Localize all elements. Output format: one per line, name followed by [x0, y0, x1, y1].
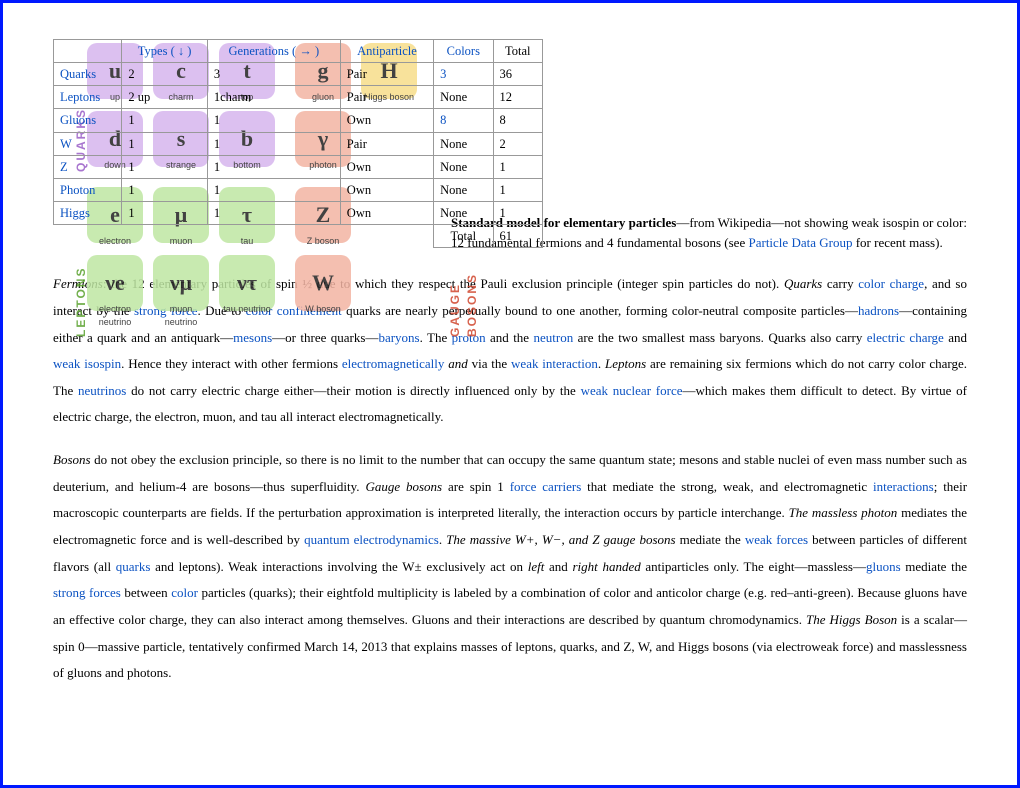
table-row: W11PairNone2	[54, 132, 543, 155]
row-total: 1	[493, 201, 542, 224]
pdg-link[interactable]: Particle Data Group	[748, 235, 852, 250]
row-name-link[interactable]: Photon	[60, 183, 95, 197]
row-name-link[interactable]: Gluons	[60, 113, 96, 127]
row-types: 2 up	[122, 86, 208, 109]
row-types: 1	[122, 109, 208, 132]
interactions-link[interactable]: interactions	[873, 479, 934, 494]
sm-tile: νμmuon neutrino	[153, 255, 209, 311]
row-name-link[interactable]: Higgs	[60, 206, 90, 220]
sm-tile: νeelectron neutrino	[87, 255, 143, 311]
antiparticle-link[interactable]: Antiparticle	[357, 44, 417, 58]
col-colors: Colors	[434, 40, 493, 63]
row-colors: None	[434, 132, 493, 155]
row-antiparticle: Pair	[340, 63, 433, 86]
bosons-paragraph: Bosons do not obey the exclusion princip…	[53, 447, 967, 687]
row-antiparticle: Own	[340, 201, 433, 224]
row-generations: 1	[207, 109, 340, 132]
row-types: 1	[122, 132, 208, 155]
row-name-link[interactable]: Leptons	[60, 90, 100, 104]
col-types: Types ( ↓ )	[122, 40, 208, 63]
table-row: Gluons11Own88	[54, 109, 543, 132]
row-generations: 1	[207, 155, 340, 178]
row-colors: None	[434, 86, 493, 109]
row-generations: 1charm	[207, 86, 340, 109]
color-link-2[interactable]: color	[171, 585, 198, 600]
row-total: 2	[493, 132, 542, 155]
table-row: Quarks23Pair336	[54, 63, 543, 86]
row-antiparticle: Pair	[340, 86, 433, 109]
row-generations: 1	[207, 201, 340, 224]
table-header-row: Types ( ↓ ) Generations ( → ) Antipartic…	[54, 40, 543, 63]
row-total: 36	[493, 63, 542, 86]
table-row: Leptons 2 up1charmPairNone12	[54, 86, 543, 109]
weak-forces-link[interactable]: weak forces	[745, 532, 808, 547]
row-antiparticle: Own	[340, 109, 433, 132]
quarks-link-2[interactable]: quarks	[116, 559, 151, 574]
qed-link[interactable]: quantum electrodynamics	[304, 532, 439, 547]
strong-forces-link-2[interactable]: strong forces	[53, 585, 121, 600]
sm-vertical-label: LEPTONS	[73, 267, 90, 337]
weak-interaction-link[interactable]: weak interaction	[511, 356, 598, 371]
row-generations: 3	[207, 63, 340, 86]
row-name-link[interactable]: Quarks	[60, 67, 96, 81]
electromagnetically-link[interactable]: electromagnetically	[342, 356, 445, 371]
gluons-link[interactable]: gluons	[866, 559, 901, 574]
row-generations: 1	[207, 132, 340, 155]
sm-tile: WW boson	[295, 255, 351, 311]
particle-count-table: Types ( ↓ ) Generations ( → ) Antipartic…	[53, 39, 543, 248]
row-antiparticle: Pair	[340, 132, 433, 155]
footer-total-value: 61	[493, 225, 542, 248]
caption-text-2: for recent mass).	[852, 235, 942, 250]
table-block: Types ( ↓ ) Generations ( → ) Antipartic…	[53, 33, 433, 248]
types-link[interactable]: Types ( ↓ )	[138, 44, 192, 58]
col-generations: Generations ( → )	[207, 40, 340, 63]
electric-charge-link[interactable]: electric charge	[867, 330, 944, 345]
row-colors-link[interactable]: 8	[440, 113, 446, 127]
force-carriers-link[interactable]: force carriers	[510, 479, 582, 494]
row-types: 1	[122, 155, 208, 178]
weak-nuclear-force-link[interactable]: weak nuclear force	[581, 383, 683, 398]
row-generations: 1	[207, 178, 340, 201]
row-total: 1	[493, 155, 542, 178]
sm-tile: ντtau neutrino	[219, 255, 275, 311]
weak-isospin-link[interactable]: weak isospin	[53, 356, 121, 371]
colors-link[interactable]: Colors	[447, 44, 480, 58]
hadrons-link[interactable]: hadrons	[858, 303, 899, 318]
row-colors: None	[434, 201, 493, 224]
table-row: Photon11OwnNone1	[54, 178, 543, 201]
row-total: 12	[493, 86, 542, 109]
sm-vertical-label: GAUGE BOSONS	[447, 273, 482, 337]
footer-total-label: Total	[434, 225, 493, 248]
col-antiparticle: Antiparticle	[340, 40, 433, 63]
row-colors: None	[434, 178, 493, 201]
table-footer-row: Total 61	[54, 225, 543, 248]
page-frame: uupccharmttopddownsstrangebbottomeelectr…	[0, 0, 1020, 788]
row-name-link[interactable]: Z	[60, 160, 68, 174]
row-antiparticle: Own	[340, 155, 433, 178]
table-row: Z11OwnNone1	[54, 155, 543, 178]
row-total: 8	[493, 109, 542, 132]
row-antiparticle: Own	[340, 178, 433, 201]
row-colors-link[interactable]: 3	[440, 67, 446, 81]
row-types: 1	[122, 201, 208, 224]
table-row: Higgs11OwnNone1	[54, 201, 543, 224]
col-blank	[54, 40, 122, 63]
col-total: Total	[493, 40, 542, 63]
neutron-link[interactable]: neutron	[534, 330, 574, 345]
row-types: 1	[122, 178, 208, 201]
neutrinos-link[interactable]: neutrinos	[78, 383, 126, 398]
row-name-link[interactable]: W	[60, 137, 72, 151]
row-types: 2	[122, 63, 208, 86]
row-total: 1	[493, 178, 542, 201]
row-colors: None	[434, 155, 493, 178]
generations-link[interactable]: Generations ( → )	[229, 44, 320, 58]
color-charge-link[interactable]: color charge	[858, 276, 924, 291]
